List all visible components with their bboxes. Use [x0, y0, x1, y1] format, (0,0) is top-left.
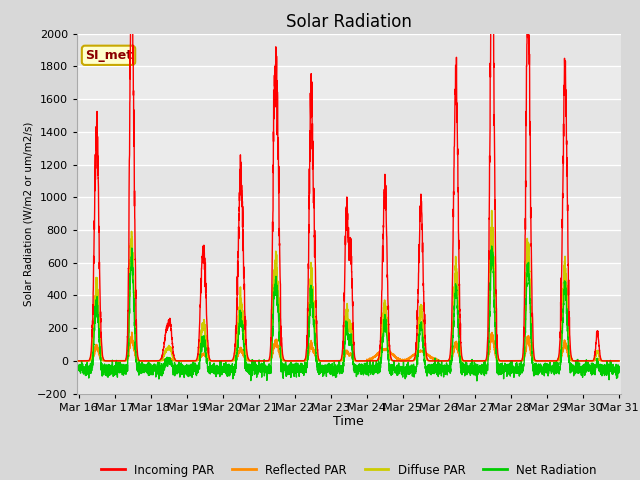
Net Radiation [501, 367, 509, 373]
Net Radiation [440, 364, 447, 370]
X-axis label: Time: Time [333, 415, 364, 429]
Diffuse PAR [615, 358, 623, 364]
Incoming PAR [615, 358, 623, 364]
Net Radiation [75, 364, 83, 370]
Incoming PAR [470, 358, 477, 364]
Net Radiation [328, 368, 336, 374]
Diffuse PAR [470, 358, 477, 364]
Diffuse PAR [488, 208, 495, 214]
Diffuse PAR [500, 358, 508, 364]
Bar [77, 361, 621, 394]
Bar [77, 34, 621, 66]
Incoming PAR [440, 358, 447, 364]
Incoming PAR [500, 358, 508, 364]
Reflected PAR [172, 358, 180, 364]
Reflected PAR [364, 358, 371, 364]
Incoming PAR [75, 358, 83, 364]
Net Radiation [172, 365, 180, 371]
Net Radiation [614, 368, 622, 374]
Bar [77, 230, 621, 263]
Diffuse PAR [328, 358, 336, 364]
Bar [77, 99, 621, 132]
Line: Diffuse PAR: Diffuse PAR [79, 211, 619, 361]
Net Radiation [470, 369, 477, 375]
Reflected PAR [128, 329, 136, 335]
Diffuse PAR [75, 358, 83, 364]
Reflected PAR [440, 358, 448, 364]
Incoming PAR [328, 358, 336, 364]
Net Radiation [615, 367, 623, 372]
Reflected PAR [470, 358, 478, 364]
Reflected PAR [329, 358, 337, 364]
Reflected PAR [75, 358, 83, 364]
Y-axis label: Solar Radiation (W/m2 or um/m2/s): Solar Radiation (W/m2 or um/m2/s) [23, 121, 33, 306]
Line: Net Radiation: Net Radiation [79, 246, 619, 381]
Incoming PAR [172, 358, 180, 363]
Diffuse PAR [172, 358, 180, 364]
Bar [77, 165, 621, 197]
Reflected PAR [614, 358, 622, 364]
Line: Reflected PAR: Reflected PAR [79, 332, 619, 361]
Diffuse PAR [614, 358, 622, 364]
Title: Solar Radiation: Solar Radiation [286, 12, 412, 31]
Bar [77, 295, 621, 328]
Diffuse PAR [440, 358, 447, 364]
Text: SI_met: SI_met [85, 49, 132, 62]
Legend: Incoming PAR, Reflected PAR, Diffuse PAR, Net Radiation: Incoming PAR, Reflected PAR, Diffuse PAR… [96, 459, 602, 480]
Reflected PAR [501, 358, 509, 364]
Line: Incoming PAR: Incoming PAR [79, 0, 619, 361]
Incoming PAR [614, 358, 622, 364]
Reflected PAR [615, 358, 623, 364]
Net Radiation [488, 243, 495, 249]
Net Radiation [473, 378, 481, 384]
